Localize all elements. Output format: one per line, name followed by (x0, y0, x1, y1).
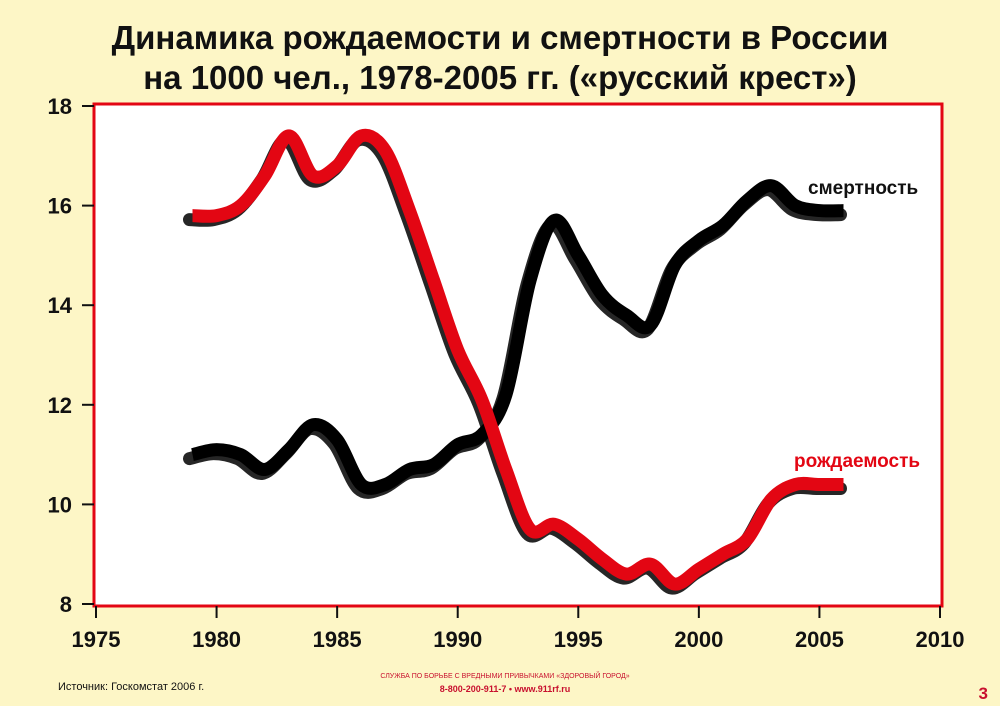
y-tick-label: 10 (48, 492, 72, 517)
page-number: 3 (978, 684, 988, 703)
footer: СЛУЖБА ПО БОРЬБЕ С ВРЕДНЫМИ ПРИВЫЧКАМИ «… (340, 671, 670, 695)
x-tick-label: 2005 (795, 627, 844, 652)
y-tick-label: 16 (48, 194, 72, 219)
chart-title: Динамика рождаемости и смертности в Росс… (0, 18, 1000, 98)
x-tick-label: 2000 (674, 627, 723, 652)
series-line-mortality (190, 179, 844, 495)
x-axis-ticks: 1975 1980 1985 1990 1995 2000 2005 2010 (72, 606, 965, 652)
source-note: Источник: Госкомстат 2006 г. (58, 681, 205, 693)
y-tick-label: 12 (48, 393, 72, 418)
x-tick-label: 1995 (554, 627, 603, 652)
x-tick-label: 2010 (916, 627, 965, 652)
x-tick-label: 1990 (433, 627, 482, 652)
footer-contacts: 8-800-200-911-7 • www.911rf.ru (340, 683, 670, 695)
y-tick-label: 8 (60, 592, 72, 617)
website-link[interactable]: www.911rf.ru (514, 684, 571, 694)
x-tick-label: 1975 (72, 627, 121, 652)
footer-separator: • (508, 684, 513, 694)
chart-title-line-2: на 1000 чел., 1978-2005 гг. («русский кр… (143, 59, 857, 96)
phone-number: 8-800-200-911-7 (439, 684, 507, 694)
series-line-birth-rate (192, 128, 844, 591)
series-label-mortality: смертность (808, 178, 918, 199)
x-tick-label: 1985 (313, 627, 362, 652)
chart-title-line-1: Динамика рождаемости и смертности в Росс… (111, 19, 889, 56)
y-tick-label: 14 (48, 293, 73, 318)
x-tick-label: 1980 (192, 627, 241, 652)
y-tick-label: 18 (48, 94, 72, 119)
series-layer (183, 128, 847, 595)
footer-organization: СЛУЖБА ПО БОРЬБЕ С ВРЕДНЫМИ ПРИВЫЧКАМИ «… (380, 673, 630, 680)
y-axis-ticks: 8 10 12 14 16 18 (48, 94, 94, 617)
series-label-birth-rate: рождаемость (794, 451, 920, 472)
